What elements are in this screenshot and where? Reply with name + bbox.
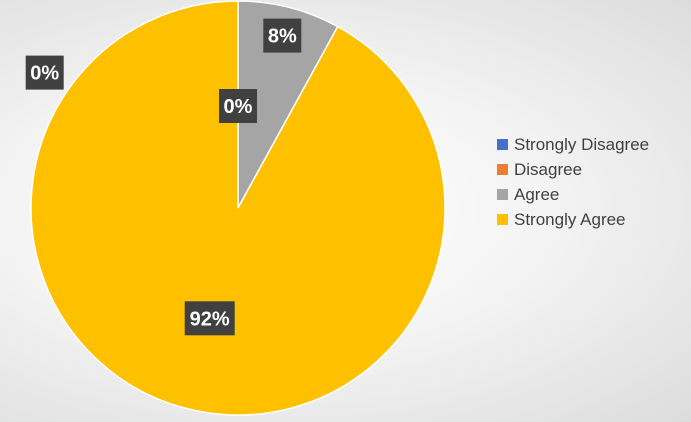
legend-swatch xyxy=(497,164,508,175)
chart-legend: Strongly Disagree Disagree Agree Strongly A… xyxy=(497,132,649,232)
legend-item-agree: Agree xyxy=(497,182,649,207)
pie-slice-agree xyxy=(237,0,339,209)
data-label-agree: 8% xyxy=(263,18,302,53)
data-label-box xyxy=(263,18,302,53)
legend-item-strongly-disagree: Strongly Disagree xyxy=(497,132,649,157)
legend-item-strongly-agree: Strongly Agree xyxy=(497,207,649,232)
pie-slices xyxy=(30,0,446,416)
legend-swatch xyxy=(497,139,508,150)
data-label-disagree: 0% xyxy=(219,89,257,123)
legend-item-disagree: Disagree xyxy=(497,157,649,182)
legend-swatch xyxy=(497,189,508,200)
data-label-box xyxy=(25,55,64,90)
data-labels: 0% 0% 8% 92% xyxy=(25,18,302,336)
data-label-box xyxy=(219,89,257,123)
legend-label: Strongly Agree xyxy=(514,209,626,229)
data-label-strongly-agree: 92% xyxy=(184,301,235,336)
legend-label: Disagree xyxy=(514,159,583,179)
data-label-box xyxy=(184,301,235,336)
data-label-text: 92% xyxy=(190,308,230,330)
legend-label: Agree xyxy=(514,184,560,204)
data-label-strongly-disagree: 0% xyxy=(25,55,64,90)
pie-slice-strongly-agree xyxy=(30,0,446,416)
data-label-text: 0% xyxy=(30,63,59,85)
data-label-text: 8% xyxy=(268,26,297,48)
data-label-text: 0% xyxy=(224,96,253,118)
legend-label: Strongly Disagree xyxy=(514,134,650,154)
legend-swatch xyxy=(497,214,508,225)
